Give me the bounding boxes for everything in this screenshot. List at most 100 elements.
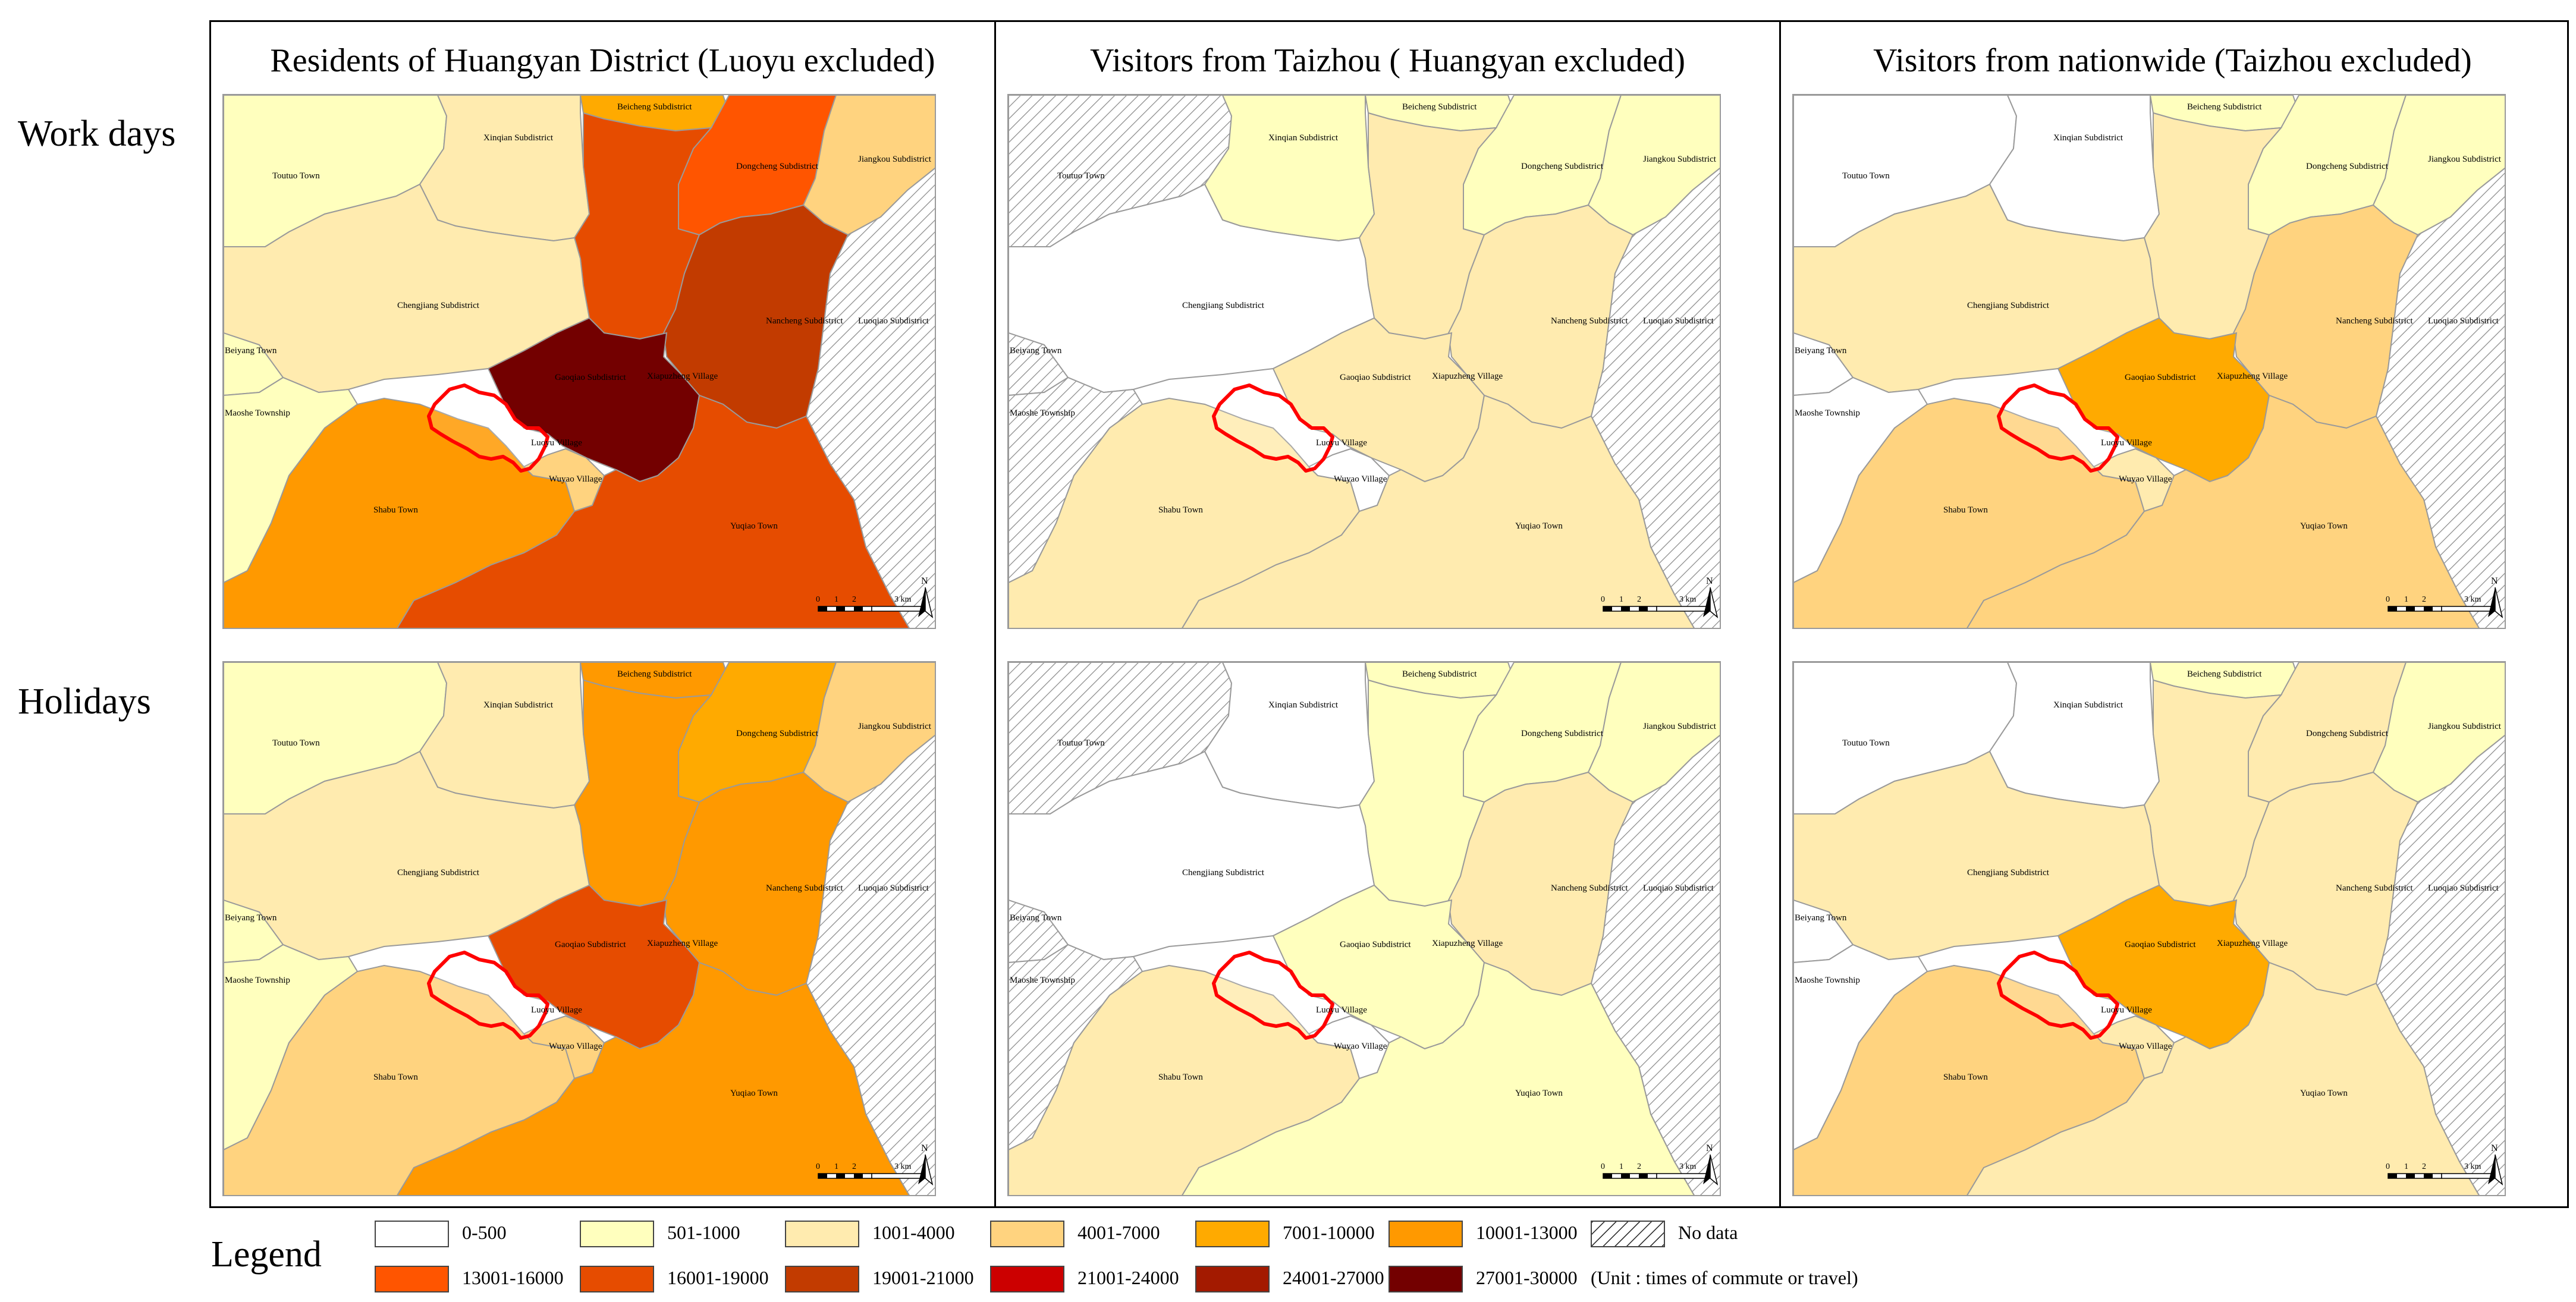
scale-tick-label: 2 <box>852 1162 856 1171</box>
legend-swatch-1001-4000 <box>785 1221 859 1247</box>
place-label-yuqiao: Yuqiao Town <box>2300 1089 2348 1098</box>
legend-label-24001-27000: 24001-27000 <box>1283 1267 1384 1288</box>
legend-unit-note: (Unit : times of commute or travel) <box>1591 1267 1858 1288</box>
place-label-beiyang: Beiyang Town <box>1795 913 1847 923</box>
place-label-gaoqiao: Gaoqiao Subdistrict <box>1340 940 1411 949</box>
scale-tick-label: 2 <box>852 595 856 604</box>
legend-swatch-16001-19000 <box>580 1266 654 1292</box>
scale-tick-label: 3 km <box>1679 595 1697 604</box>
scale-tick-label: 0 <box>1601 595 1605 604</box>
place-label-wuyao: Wuyao Village <box>2119 474 2172 484</box>
place-label-chengjiang: Chengjiang Subdistrict <box>1182 868 1265 878</box>
place-label-nancheng: Nancheng Subdistrict <box>1551 316 1628 326</box>
luoyu-boundary <box>427 951 549 1040</box>
region-yuqiao <box>1966 394 2480 628</box>
place-label-shabu: Shabu Town <box>1158 505 1203 515</box>
place-label-maoshe: Maoshe Township <box>1795 976 1860 985</box>
place-label-yuqiao: Yuqiao Town <box>730 521 778 531</box>
place-label-luoyu: Luoyu Village <box>2101 1005 2152 1015</box>
place-label-xinqian: Xinqian Subdistrict <box>483 700 554 710</box>
scale-tick-label: 0 <box>816 595 820 604</box>
scale-bar: 0 1 2 3 km <box>816 595 926 612</box>
place-label-toutuo: Toutuo Town <box>1057 171 1105 181</box>
place-label-yuqiao: Yuqiao Town <box>1515 1089 1563 1098</box>
place-label-dongcheng: Dongcheng Subdistrict <box>736 729 819 738</box>
legend-label-501-1000: 501-1000 <box>667 1222 740 1243</box>
place-label-yuqiao: Yuqiao Town <box>2300 521 2348 531</box>
place-label-wuyao: Wuyao Village <box>1334 474 1387 484</box>
scale-tick-label: 0 <box>816 1162 820 1171</box>
place-label-beicheng: Beicheng Subdistrict <box>2187 669 2262 679</box>
place-label-chengjiang: Chengjiang Subdistrict <box>1182 301 1265 310</box>
place-label-luoqiao: Luoqiao Subdistrict <box>1643 316 1714 326</box>
svg-text:N: N <box>1706 1143 1713 1153</box>
place-label-maoshe: Maoshe Township <box>1010 408 1075 418</box>
scale-tick-label: 3 km <box>2464 595 2481 604</box>
place-label-luoyu: Luoyu Village <box>531 1005 582 1015</box>
scale-bar: 0 1 2 3 km <box>816 1162 926 1179</box>
scale-bar: 0 1 2 3 km <box>2386 1162 2496 1179</box>
legend-label-27001-30000: 27001-30000 <box>1476 1267 1578 1288</box>
place-label-beiyang: Beiyang Town <box>1795 346 1847 356</box>
legend-label-16001-19000: 16001-19000 <box>667 1267 769 1288</box>
place-label-chengjiang: Chengjiang Subdistrict <box>397 868 480 878</box>
place-label-beicheng: Beicheng Subdistrict <box>1402 102 1477 112</box>
scale-tick-label: 2 <box>2422 1162 2426 1171</box>
place-label-beiyang: Beiyang Town <box>1010 346 1062 356</box>
place-label-shabu: Shabu Town <box>373 505 418 515</box>
place-label-nancheng: Nancheng Subdistrict <box>2336 883 2413 893</box>
legend-swatch-7001-10000 <box>1195 1221 1270 1247</box>
place-label-xiapuzheng: Xiapuzheng Village <box>647 372 718 381</box>
scale-bar: 0 1 2 3 km <box>1601 595 1711 612</box>
legend-swatch-501-1000 <box>580 1221 654 1247</box>
legend-label-no-data: No data <box>1678 1222 1738 1243</box>
place-label-wuyao: Wuyao Village <box>549 1042 602 1051</box>
place-label-luoyu: Luoyu Village <box>2101 438 2152 448</box>
place-label-beicheng: Beicheng Subdistrict <box>2187 102 2262 112</box>
scale-tick-label: 0 <box>2386 595 2390 604</box>
legend-label-4001-7000: 4001-7000 <box>1077 1222 1160 1243</box>
north-arrow-icon: N <box>2488 1143 2503 1186</box>
legend-swatch-24001-27000 <box>1195 1266 1270 1292</box>
place-label-beiyang: Beiyang Town <box>1010 913 1062 923</box>
region-yuqiao <box>397 961 910 1195</box>
place-label-luoqiao: Luoqiao Subdistrict <box>2428 883 2499 893</box>
luoyu-boundary <box>427 383 549 473</box>
scale-tick-label: 2 <box>1637 595 1641 604</box>
place-label-xinqian: Xinqian Subdistrict <box>1268 700 1339 710</box>
place-label-shabu: Shabu Town <box>1943 1073 1988 1082</box>
place-label-beiyang: Beiyang Town <box>225 346 277 356</box>
place-label-dongcheng: Dongcheng Subdistrict <box>736 162 819 171</box>
place-label-jiangkou: Jiangkou Subdistrict <box>858 155 932 164</box>
scale-tick-label: 1 <box>2404 1162 2408 1171</box>
region-yuqiao <box>1182 961 1695 1195</box>
luoyu-boundary <box>1997 383 2119 473</box>
place-label-shabu: Shabu Town <box>1158 1073 1203 1082</box>
map-workdays-nationwide: Beicheng Subdistrict Xinqian Subdistrict T… <box>1792 94 2506 629</box>
north-arrow-icon: N <box>918 576 934 619</box>
scale-tick-label: 0 <box>1601 1162 1605 1171</box>
place-label-dongcheng: Dongcheng Subdistrict <box>2306 162 2389 171</box>
place-label-luoyu: Luoyu Village <box>1316 1005 1367 1015</box>
place-label-maoshe: Maoshe Township <box>225 408 290 418</box>
choropleth-map: Beicheng Subdistrict Xinqian Subdistrict T… <box>1793 95 2505 628</box>
place-label-gaoqiao: Gaoqiao Subdistrict <box>555 940 626 949</box>
place-label-nancheng: Nancheng Subdistrict <box>1551 883 1628 893</box>
column-divider-2 <box>1779 20 1781 1208</box>
place-label-nancheng: Nancheng Subdistrict <box>766 316 843 326</box>
place-label-dongcheng: Dongcheng Subdistrict <box>1521 162 1604 171</box>
place-label-luoqiao: Luoqiao Subdistrict <box>858 316 929 326</box>
map-workdays-taizhou: Beicheng Subdistrict Xinqian Subdistrict T… <box>1007 94 1721 629</box>
place-label-jiangkou: Jiangkou Subdistrict <box>2428 722 2502 731</box>
choropleth-map: Beicheng Subdistrict Xinqian Subdistrict T… <box>224 95 935 628</box>
place-label-luoqiao: Luoqiao Subdistrict <box>858 883 929 893</box>
legend-label-13001-16000: 13001-16000 <box>462 1267 564 1288</box>
place-label-wuyao: Wuyao Village <box>2119 1042 2172 1051</box>
region-yuqiao <box>397 394 910 628</box>
column-title-taizhou: Visitors from Taizhou ( Huangyan exclude… <box>1090 42 1685 79</box>
place-label-shabu: Shabu Town <box>1943 505 1988 515</box>
scale-tick-label: 0 <box>2386 1162 2390 1171</box>
choropleth-map: Beicheng Subdistrict Xinqian Subdistrict T… <box>1009 95 1720 628</box>
place-label-yuqiao: Yuqiao Town <box>730 1089 778 1098</box>
north-arrow-icon: N <box>1703 1143 1719 1186</box>
